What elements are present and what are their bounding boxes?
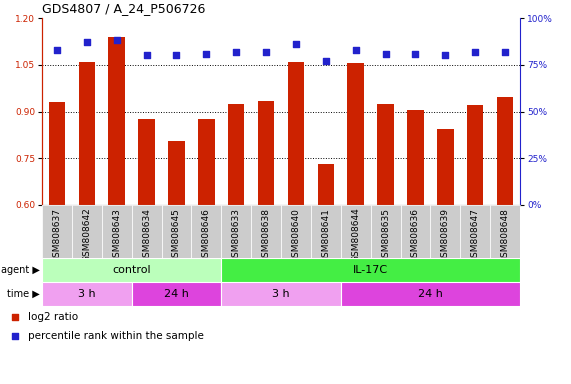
- Bar: [437, 129, 453, 205]
- Text: GSM808635: GSM808635: [381, 208, 390, 263]
- Bar: [407, 110, 424, 205]
- Text: GSM808648: GSM808648: [501, 208, 509, 263]
- Bar: [281, 205, 311, 258]
- Point: [82, 39, 91, 45]
- Bar: [371, 205, 400, 258]
- Bar: [221, 258, 520, 282]
- Bar: [497, 98, 513, 205]
- Text: GSM808637: GSM808637: [53, 208, 62, 263]
- Bar: [228, 104, 244, 205]
- Bar: [198, 119, 215, 205]
- Bar: [79, 62, 95, 205]
- Bar: [400, 205, 431, 258]
- Bar: [108, 37, 125, 205]
- Text: GDS4807 / A_24_P506726: GDS4807 / A_24_P506726: [42, 2, 206, 15]
- Bar: [221, 205, 251, 258]
- Bar: [72, 205, 102, 258]
- Bar: [467, 105, 484, 205]
- Bar: [460, 205, 490, 258]
- Point: [262, 49, 271, 55]
- Bar: [138, 119, 155, 205]
- Bar: [132, 282, 221, 306]
- Bar: [348, 63, 364, 205]
- Bar: [341, 205, 371, 258]
- Text: GSM808634: GSM808634: [142, 208, 151, 263]
- Point: [321, 58, 331, 64]
- Point: [112, 37, 121, 43]
- Bar: [42, 205, 72, 258]
- Text: time ▶: time ▶: [7, 289, 40, 299]
- Bar: [102, 205, 132, 258]
- Bar: [317, 164, 334, 205]
- Bar: [258, 101, 274, 205]
- Bar: [377, 104, 394, 205]
- Text: GSM808640: GSM808640: [291, 208, 300, 263]
- Text: GSM808647: GSM808647: [471, 208, 480, 263]
- Text: percentile rank within the sample: percentile rank within the sample: [28, 331, 204, 341]
- Text: GSM808642: GSM808642: [82, 208, 91, 262]
- Bar: [431, 205, 460, 258]
- Point: [471, 49, 480, 55]
- Bar: [42, 258, 221, 282]
- Bar: [251, 205, 281, 258]
- Point: [291, 41, 300, 47]
- Bar: [341, 282, 520, 306]
- Point: [202, 50, 211, 56]
- Text: IL-17C: IL-17C: [353, 265, 388, 275]
- Text: GSM808645: GSM808645: [172, 208, 181, 263]
- Text: GSM808646: GSM808646: [202, 208, 211, 263]
- Bar: [191, 205, 221, 258]
- Point: [172, 52, 181, 58]
- Bar: [490, 205, 520, 258]
- Point: [381, 50, 390, 56]
- Text: GSM808643: GSM808643: [112, 208, 121, 263]
- Text: GSM808638: GSM808638: [262, 208, 271, 263]
- Text: log2 ratio: log2 ratio: [28, 312, 78, 322]
- Point: [351, 47, 360, 53]
- Text: GSM808641: GSM808641: [321, 208, 330, 263]
- Bar: [42, 282, 132, 306]
- Bar: [132, 205, 162, 258]
- Bar: [221, 282, 341, 306]
- Text: control: control: [112, 265, 151, 275]
- Point: [411, 50, 420, 56]
- Text: GSM808633: GSM808633: [232, 208, 241, 263]
- Text: 24 h: 24 h: [418, 289, 443, 299]
- Text: 3 h: 3 h: [78, 289, 95, 299]
- Bar: [162, 205, 191, 258]
- Text: GSM808644: GSM808644: [351, 208, 360, 262]
- Bar: [311, 205, 341, 258]
- Text: GSM808636: GSM808636: [411, 208, 420, 263]
- Point: [441, 52, 450, 58]
- Text: 24 h: 24 h: [164, 289, 189, 299]
- Bar: [168, 141, 184, 205]
- Point: [10, 333, 19, 339]
- Point: [53, 47, 62, 53]
- Point: [10, 314, 19, 320]
- Bar: [49, 102, 65, 205]
- Text: agent ▶: agent ▶: [1, 265, 40, 275]
- Point: [142, 52, 151, 58]
- Text: 3 h: 3 h: [272, 289, 290, 299]
- Text: GSM808639: GSM808639: [441, 208, 450, 263]
- Bar: [288, 62, 304, 205]
- Point: [501, 49, 510, 55]
- Point: [232, 49, 241, 55]
